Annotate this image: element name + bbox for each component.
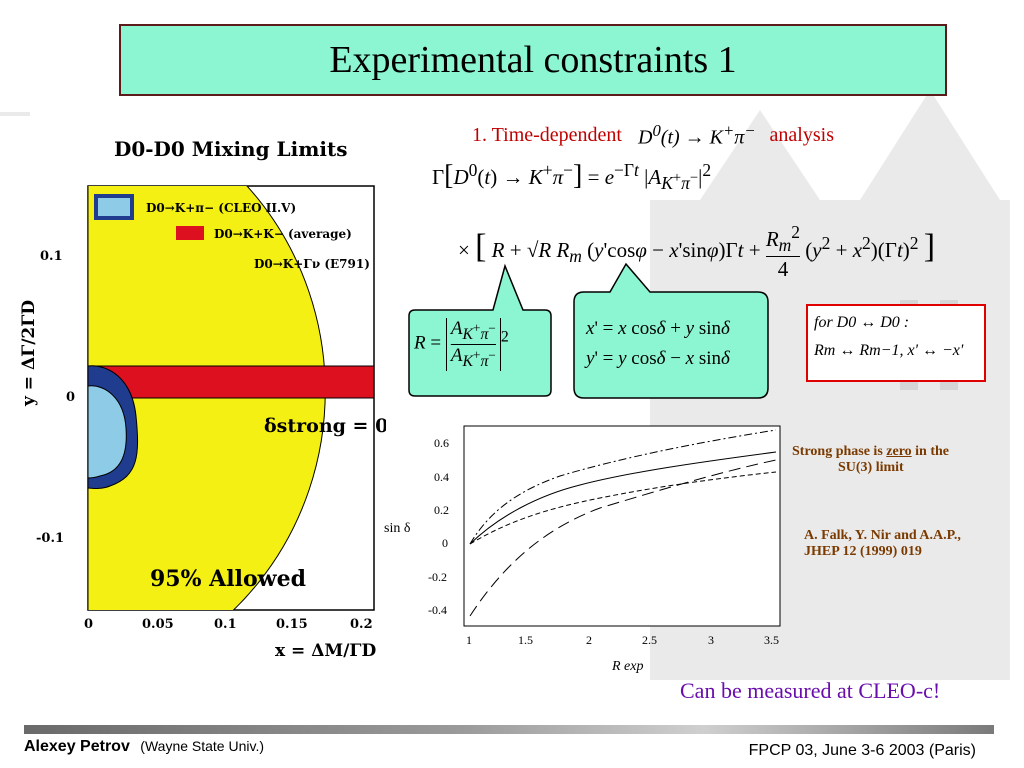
analysis-prefix: 1. Time-dependent: [472, 123, 622, 146]
allowed-label: 95% Allowed: [150, 566, 306, 592]
sin-ytick-neg0.2: -0.2: [428, 570, 447, 584]
rate-equation-line1: Γ[D0(t) → K+π−] = e−Γt |AK+π−|2: [432, 160, 712, 194]
xy-rotation-callout: [573, 262, 769, 399]
mixing-plot-title: D0-D0 Mixing Limits: [114, 137, 347, 161]
sin-xtick-3: 3: [708, 633, 714, 647]
strong-phase-text-pre: Strong phase is: [792, 444, 887, 459]
mix-xtick-0.15: 0.15: [276, 617, 308, 632]
mix-ylabel: y = ΔΓ/2ΓD: [19, 300, 39, 407]
slide-title: Experimental constraints 1: [329, 39, 737, 81]
mix-xlabel: x = ΔM/ΓD: [275, 641, 377, 661]
mix-ytick-neg0.1: -0.1: [36, 531, 64, 546]
kk-average-band: [88, 365, 374, 399]
strong-phase-text-line2: SU(3) limit: [838, 460, 904, 475]
sin-curve-dashdot: [469, 429, 777, 545]
r-definition: R = AK+π− AK+π− 2: [414, 318, 509, 371]
sin-ytick-0.2: 0.2: [434, 503, 449, 517]
mix-ytick-0: 0: [66, 390, 75, 405]
sin-ytick-0: 0: [442, 536, 448, 550]
mix-xtick-0.2: 0.2: [350, 617, 373, 632]
cleo-contour-inner: [88, 385, 127, 479]
x-prime-definition: x' = x cosδ + y sinδ: [586, 318, 730, 339]
sin-ytick-0.4: 0.4: [434, 470, 449, 484]
sin-curve-dashed-long: [469, 459, 777, 617]
y-prime-definition: y' = y cosδ − x sinδ: [586, 348, 730, 369]
sin-plot-frame: [463, 425, 781, 627]
legend-label-kk: D0→K+K− (average): [214, 227, 352, 241]
footer-author-name: Alexey Petrov: [24, 738, 130, 755]
footer-conference: FPCP 03, June 3-6 2003 (Paris): [748, 742, 976, 759]
sin-xtick-2.5: 2.5: [642, 633, 657, 647]
sin-xlabel: R exp: [611, 659, 643, 674]
r-definition-callout: [408, 263, 552, 397]
sin-ylabel: sin δ: [384, 521, 411, 536]
mix-xtick-0: 0: [84, 617, 93, 632]
legend-label-cleo: D0→K+π− (CLEO II.V): [146, 201, 296, 215]
mixing-limits-plot: D0-D0 Mixing Limits D0→K+π− (CLEO II.V) …: [0, 116, 386, 676]
legend-label-e791: D0→K+Γν (E791): [254, 257, 370, 271]
legend-swatch-kk: [176, 226, 204, 240]
strong-phase-zero: zero: [886, 444, 912, 459]
legend-swatch-cleo: [94, 194, 134, 220]
constraint-line1: for D0 ↔ D0 :: [814, 314, 910, 331]
sin-xtick-2: 2: [586, 633, 592, 647]
reference-journal: JHEP 12 (1999) 019: [804, 544, 922, 559]
cleo-c-note: Can be measured at CLEO-c!: [680, 678, 941, 703]
footer-affiliation: (Wayne State Univ.): [140, 738, 264, 754]
sin-curve-dashed-short: [469, 471, 777, 545]
strong-phase-note: Strong phase is zero in the SU(3) limit: [792, 444, 1006, 476]
sin-ytick-neg0.4: -0.4: [428, 603, 447, 617]
footer-author: Alexey Petrov (Wayne State Univ.): [24, 738, 264, 756]
sin-xtick-3.5: 3.5: [764, 633, 779, 647]
sin-curve-solid: [469, 451, 777, 545]
strong-phase-text-post: in the: [911, 444, 950, 459]
mix-xtick-0.1: 0.1: [214, 617, 237, 632]
legend-swatch-e791: [216, 254, 244, 270]
sin-delta-plot: 0.6 0.4 0.2 0 -0.2 -0.4 1 1.5 2 2.5 3 3.…: [384, 425, 781, 674]
time-dependent-heading: 1. Time-dependent D0(t) → K+π− analysis: [472, 118, 942, 152]
footer-decorative-band: [24, 725, 994, 734]
reference-authors: A. Falk, Y. Nir and A.A.P.,: [804, 528, 961, 543]
constraint-line2: Rm ↔ Rm−1, x' ↔ −x': [814, 342, 964, 359]
decay-formula-header: D0(t) → K+π−: [638, 120, 756, 149]
sin-ytick-0.6: 0.6: [434, 436, 449, 450]
strong-phase-annotation: δstrong = 0: [264, 415, 386, 437]
analysis-suffix: analysis: [769, 123, 834, 146]
rate-equation-line2: × [ R + √R Rm (y'cosφ − x'sinφ)Γt + Rm2 4…: [458, 222, 936, 282]
mix-xtick-0.05: 0.05: [142, 617, 174, 632]
sin-xtick-1.5: 1.5: [518, 633, 533, 647]
mix-ytick-0.1: 0.1: [40, 249, 63, 264]
sin-xtick-1: 1: [466, 633, 472, 647]
reference-note: A. Falk, Y. Nir and A.A.P., JHEP 12 (199…: [804, 528, 1018, 560]
symmetry-constraint-box: for D0 ↔ D0 : Rm ↔ Rm−1, x' ↔ −x': [806, 304, 986, 382]
title-box: Experimental constraints 1: [119, 24, 947, 96]
